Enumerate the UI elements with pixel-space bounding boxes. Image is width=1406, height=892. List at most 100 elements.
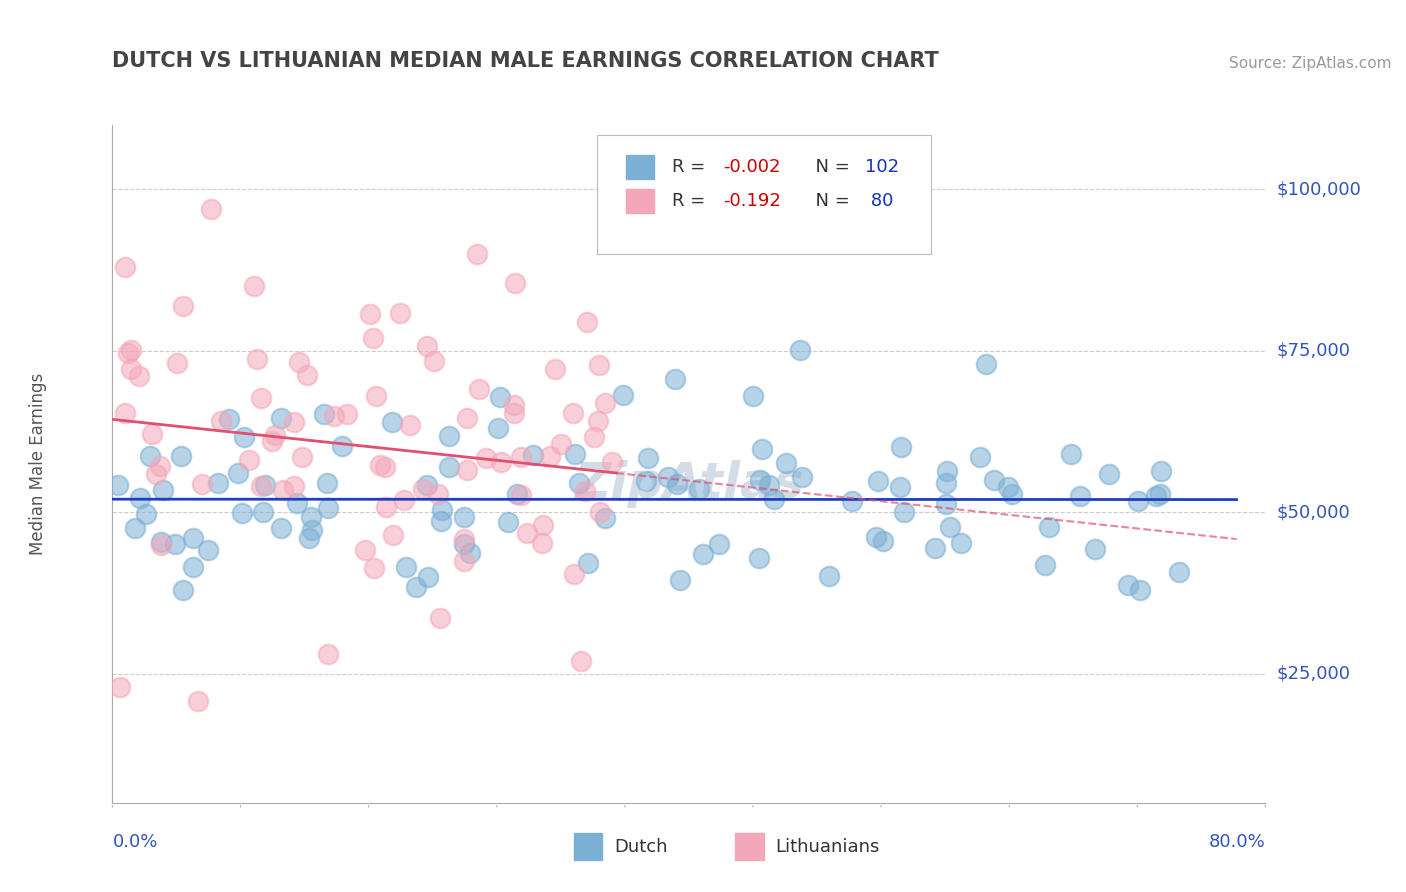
Point bbox=[285, 496, 308, 510]
Point bbox=[243, 279, 266, 293]
Point bbox=[1116, 577, 1139, 591]
Point bbox=[374, 459, 396, 474]
Point bbox=[692, 547, 714, 561]
Point bbox=[506, 487, 529, 501]
Point bbox=[1084, 542, 1107, 557]
Point bbox=[392, 492, 415, 507]
Point bbox=[218, 412, 240, 426]
Point bbox=[1038, 520, 1060, 534]
Point bbox=[574, 483, 596, 498]
Point bbox=[418, 570, 440, 584]
Text: 0.0%: 0.0% bbox=[112, 833, 157, 851]
Point bbox=[550, 436, 572, 450]
Point bbox=[890, 440, 912, 454]
Point bbox=[564, 447, 586, 461]
Point bbox=[246, 352, 269, 367]
Point bbox=[165, 536, 187, 550]
Point bbox=[231, 506, 253, 520]
Point bbox=[170, 449, 193, 463]
Point bbox=[252, 505, 274, 519]
Point bbox=[950, 536, 973, 550]
Point bbox=[316, 475, 339, 490]
Point bbox=[187, 693, 209, 707]
Point bbox=[453, 554, 475, 568]
Point bbox=[107, 478, 129, 492]
Point bbox=[872, 533, 894, 548]
Point bbox=[149, 458, 172, 473]
Point bbox=[166, 356, 188, 370]
Point bbox=[1060, 447, 1083, 461]
Point bbox=[1126, 494, 1149, 508]
Point bbox=[1098, 467, 1121, 481]
Point bbox=[150, 538, 173, 552]
Point bbox=[1150, 464, 1173, 478]
Point bbox=[936, 464, 959, 478]
Point bbox=[575, 315, 598, 329]
Point bbox=[270, 521, 292, 535]
Point bbox=[382, 528, 405, 542]
Point bbox=[129, 491, 152, 506]
Point bbox=[145, 467, 167, 481]
Point bbox=[429, 611, 451, 625]
Point bbox=[395, 559, 418, 574]
Point bbox=[562, 406, 585, 420]
Point bbox=[569, 654, 592, 668]
Point bbox=[117, 345, 139, 359]
Point bbox=[430, 503, 453, 517]
Point bbox=[412, 483, 434, 497]
Point bbox=[538, 450, 561, 464]
Point bbox=[314, 407, 336, 421]
Point bbox=[430, 514, 453, 528]
Point bbox=[114, 260, 136, 274]
Point bbox=[593, 396, 616, 410]
Point bbox=[509, 450, 531, 464]
Text: -0.002: -0.002 bbox=[724, 158, 780, 177]
Point bbox=[270, 411, 292, 425]
Point bbox=[924, 541, 946, 556]
Point bbox=[668, 573, 690, 587]
Point bbox=[299, 510, 322, 524]
Point bbox=[181, 560, 204, 574]
Point bbox=[974, 357, 997, 371]
Point bbox=[465, 247, 488, 261]
Point bbox=[128, 369, 150, 384]
Point bbox=[983, 474, 1005, 488]
Point bbox=[688, 482, 710, 496]
Point bbox=[295, 368, 318, 382]
Text: 102: 102 bbox=[865, 158, 900, 177]
Point bbox=[363, 560, 385, 574]
Bar bbox=[574, 833, 602, 861]
Point bbox=[283, 479, 305, 493]
Point bbox=[456, 463, 478, 477]
FancyBboxPatch shape bbox=[596, 135, 931, 253]
Bar bbox=[626, 155, 654, 179]
Point bbox=[586, 414, 609, 428]
Point bbox=[741, 389, 763, 403]
Point bbox=[416, 478, 439, 492]
Point bbox=[1035, 558, 1057, 572]
Point bbox=[283, 415, 305, 429]
Point bbox=[522, 448, 544, 462]
Point bbox=[318, 648, 340, 662]
Point bbox=[172, 582, 194, 597]
Point bbox=[666, 477, 689, 491]
Point bbox=[664, 372, 686, 386]
Point bbox=[467, 382, 489, 396]
Point bbox=[233, 429, 256, 443]
Point bbox=[423, 354, 446, 368]
Point bbox=[141, 427, 163, 442]
Point bbox=[250, 391, 273, 405]
Text: DUTCH VS LITHUANIAN MEDIAN MALE EARNINGS CORRELATION CHART: DUTCH VS LITHUANIAN MEDIAN MALE EARNINGS… bbox=[112, 52, 939, 71]
Point bbox=[439, 460, 461, 475]
Point bbox=[427, 487, 450, 501]
Point bbox=[181, 532, 204, 546]
Point bbox=[354, 543, 377, 558]
Text: N =: N = bbox=[804, 158, 856, 177]
Point bbox=[330, 439, 353, 453]
Point bbox=[298, 531, 321, 545]
Text: $100,000: $100,000 bbox=[1277, 180, 1361, 198]
Point bbox=[138, 449, 160, 463]
Text: N =: N = bbox=[804, 192, 856, 211]
Text: 80: 80 bbox=[865, 192, 894, 211]
Point bbox=[530, 536, 553, 550]
